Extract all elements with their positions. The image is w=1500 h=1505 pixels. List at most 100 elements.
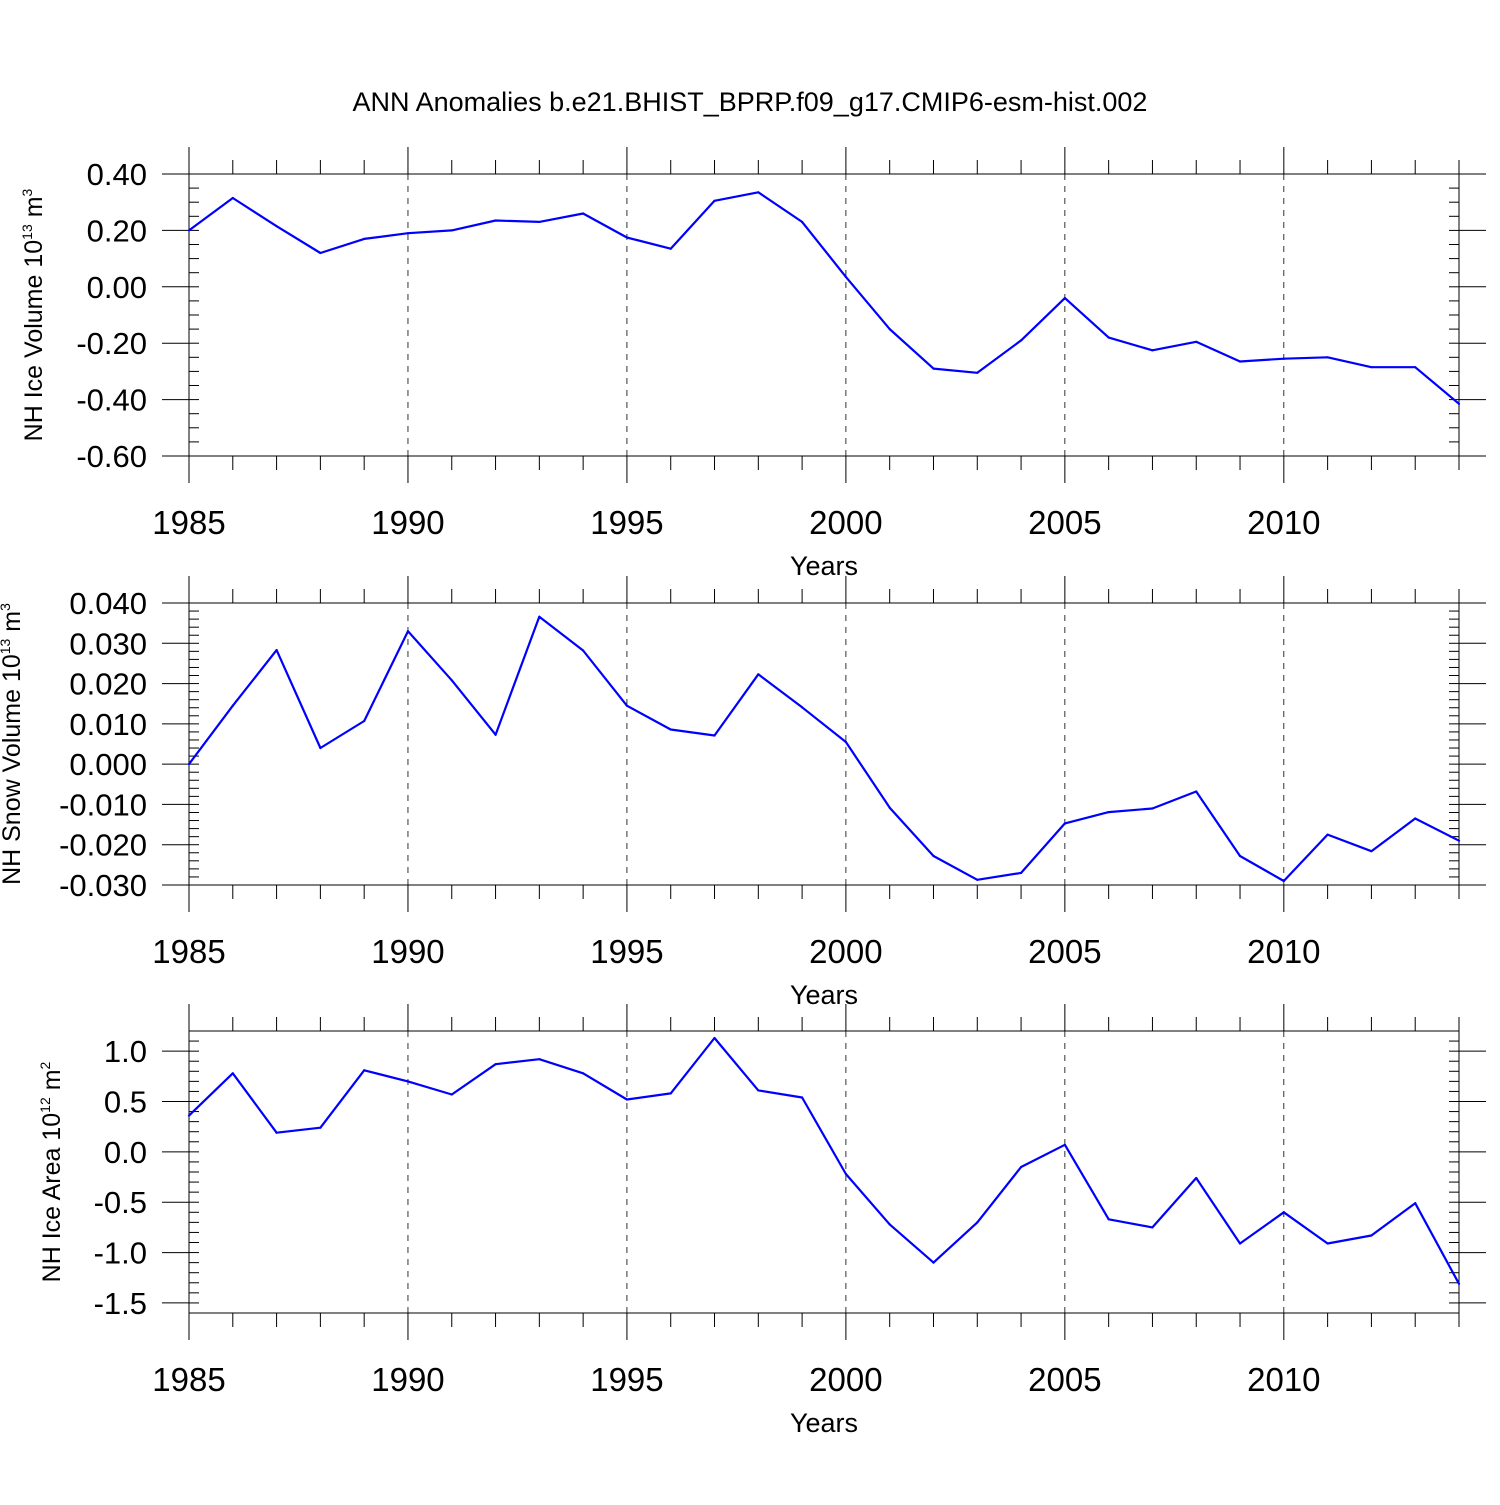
data-point: [932, 1261, 935, 1264]
y-tick-label: -0.010: [59, 787, 147, 822]
data-point: [1370, 366, 1373, 369]
x-axis-label: Years: [790, 1408, 858, 1438]
data-point: [888, 328, 891, 331]
y-axis-label: NH Ice Area 1012 m2: [37, 1061, 66, 1282]
data-point: [713, 199, 716, 202]
data-point: [363, 719, 366, 723]
data-point: [1195, 790, 1198, 793]
data-point: [275, 1131, 278, 1134]
y-tick-label: -0.5: [94, 1185, 147, 1220]
y-label-unit: m: [20, 196, 48, 224]
data-point: [801, 706, 804, 709]
y-label-exponent: 13: [19, 224, 35, 240]
data-point: [1019, 871, 1023, 875]
data-point: [275, 225, 278, 228]
data-point: [582, 212, 585, 215]
x-tick-label: 1985: [152, 1361, 225, 1398]
data-point: [625, 704, 629, 707]
x-tick-label: 2000: [809, 504, 882, 541]
data-point: [319, 1126, 322, 1129]
y-label-unit-exponent: 3: [0, 603, 13, 611]
data-point: [713, 1036, 716, 1040]
panel-2: 0.040 0.030 0.020 0.010 0.000 -0.010 -0.020 -0.…: [0, 576, 1486, 1010]
data-point: [1151, 1226, 1154, 1229]
y-tick-label: 0.040: [69, 586, 147, 621]
data-point: [406, 630, 410, 633]
x-tick-label: 1995: [590, 1361, 663, 1398]
data-point: [1414, 366, 1417, 369]
x-tick-label: 2010: [1247, 504, 1320, 541]
y-label-unit: m: [0, 611, 26, 639]
series-line: [188, 615, 1460, 883]
data-point: [1282, 357, 1285, 360]
y-tick-label: 0.20: [87, 213, 147, 248]
data-point: [406, 1080, 410, 1083]
data-point: [231, 196, 234, 200]
data-point: [1414, 817, 1417, 820]
data-point: [319, 746, 322, 750]
data-point: [363, 237, 366, 240]
y-label-text: NH Snow Volume 10: [0, 654, 26, 885]
plot-frame: [188, 173, 1460, 457]
data-point: [932, 854, 935, 858]
data-point: [1326, 1242, 1329, 1245]
data-point: [450, 229, 453, 232]
data-point: [1195, 1176, 1198, 1180]
y-label-unit-exponent: 3: [19, 188, 35, 196]
data-point: [494, 1063, 497, 1066]
y-tick-label: -0.020: [59, 828, 147, 863]
x-tick-label: 1990: [371, 504, 444, 541]
data-point: [888, 806, 891, 809]
data-point: [1238, 854, 1242, 858]
data-point: [713, 734, 716, 737]
y-tick-label: -1.5: [94, 1286, 147, 1321]
data-point: [1282, 879, 1285, 883]
data-point: [1063, 1143, 1066, 1146]
data-point: [406, 232, 410, 235]
data-point: [1019, 339, 1023, 342]
data-point: [231, 704, 234, 707]
data-point: [976, 878, 979, 881]
y-tick-label: -0.60: [76, 439, 147, 474]
data-point: [844, 740, 847, 744]
y-tick-label: 0.030: [69, 626, 147, 661]
y-label-unit: m: [38, 1069, 66, 1097]
data-point: [538, 220, 541, 224]
data-point: [1151, 349, 1154, 352]
data-point: [1238, 360, 1242, 363]
series-line: [188, 1036, 1460, 1285]
data-point: [1195, 340, 1198, 343]
y-label-exponent: 13: [0, 638, 13, 654]
data-point: [1326, 356, 1329, 359]
x-tick-label: 2000: [809, 933, 882, 970]
data-point: [844, 1172, 847, 1176]
data-point: [1107, 336, 1110, 339]
data-point: [582, 1072, 585, 1075]
data-point: [1063, 296, 1066, 300]
data-point: [801, 220, 804, 224]
y-tick-label: 0.020: [69, 667, 147, 702]
x-tick-label: 1985: [152, 933, 225, 970]
x-tick-label: 1990: [371, 1361, 444, 1398]
y-tick-label: 0.5: [104, 1085, 147, 1120]
data-point: [669, 1092, 672, 1095]
x-tick-label: 2005: [1028, 504, 1101, 541]
data-point: [494, 733, 497, 736]
data-point: [1457, 839, 1461, 842]
data-point: [669, 247, 672, 250]
x-tick-label: 1995: [590, 504, 663, 541]
y-label-exponent: 12: [37, 1097, 53, 1113]
y-tick-label: -0.20: [76, 326, 147, 361]
y-tick-label: -1.0: [94, 1236, 147, 1271]
data-point: [801, 1096, 804, 1099]
y-axis-label: NH Ice Volume 1013 m3: [19, 188, 48, 441]
x-tick-label: 2005: [1028, 933, 1101, 970]
x-tick-label: 1995: [590, 933, 663, 970]
x-tick-label: 1990: [371, 933, 444, 970]
data-point: [976, 1221, 979, 1224]
data-point: [319, 251, 322, 255]
data-point: [231, 1072, 234, 1075]
data-point: [538, 615, 541, 618]
